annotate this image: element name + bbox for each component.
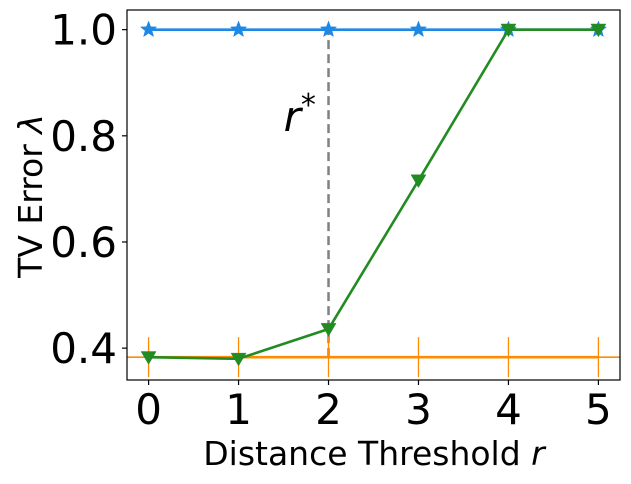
annotation-label: r* (284, 88, 316, 141)
x-tick-label: 1 (225, 385, 252, 434)
series-green-marker (500, 23, 517, 38)
x-tick-label: 2 (315, 385, 342, 434)
series-green-marker (140, 351, 157, 365)
annotations: r* (284, 88, 316, 141)
annotation-variable: r (284, 92, 304, 141)
series-blue-marker (409, 20, 428, 38)
x-tick-label: 0 (135, 385, 162, 434)
series-green (140, 23, 607, 367)
series-blue-marker (229, 20, 248, 38)
y-tick-label: 0.6 (50, 218, 117, 267)
axis-label-variable: r (531, 434, 547, 473)
y-tick-label: 0.4 (50, 324, 117, 373)
x-tick-label: 4 (495, 385, 522, 434)
axis-label-text: TV Error (11, 134, 50, 279)
axis-label-text: Distance Threshold (203, 434, 531, 473)
series-green-marker (320, 323, 337, 337)
series-blue-marker (319, 20, 338, 38)
annotation-superscript: * (301, 88, 316, 123)
y-tick-label: 0.8 (50, 112, 117, 161)
axes: 0 1 2 3 4 5 0.4 0.6 0.8 1.0 (50, 6, 621, 434)
series-green-marker (230, 352, 247, 367)
data-series (127, 20, 620, 378)
plot-frame (126, 9, 621, 381)
y-axis-label: TV Error λ (11, 114, 50, 279)
axis-labels: Distance Threshold r TV Error λ (11, 114, 547, 473)
series-green-line (148, 28, 599, 361)
series-green-marker (590, 23, 607, 38)
axis-label-variable: λ (11, 114, 50, 136)
x-axis-label: Distance Threshold r (203, 434, 547, 473)
series-green-marker (410, 174, 427, 189)
x-tick-label: 3 (405, 385, 432, 434)
y-tick-label: 1.0 (50, 6, 117, 55)
series-blue-marker (139, 20, 158, 38)
x-tick-label: 5 (585, 385, 612, 434)
